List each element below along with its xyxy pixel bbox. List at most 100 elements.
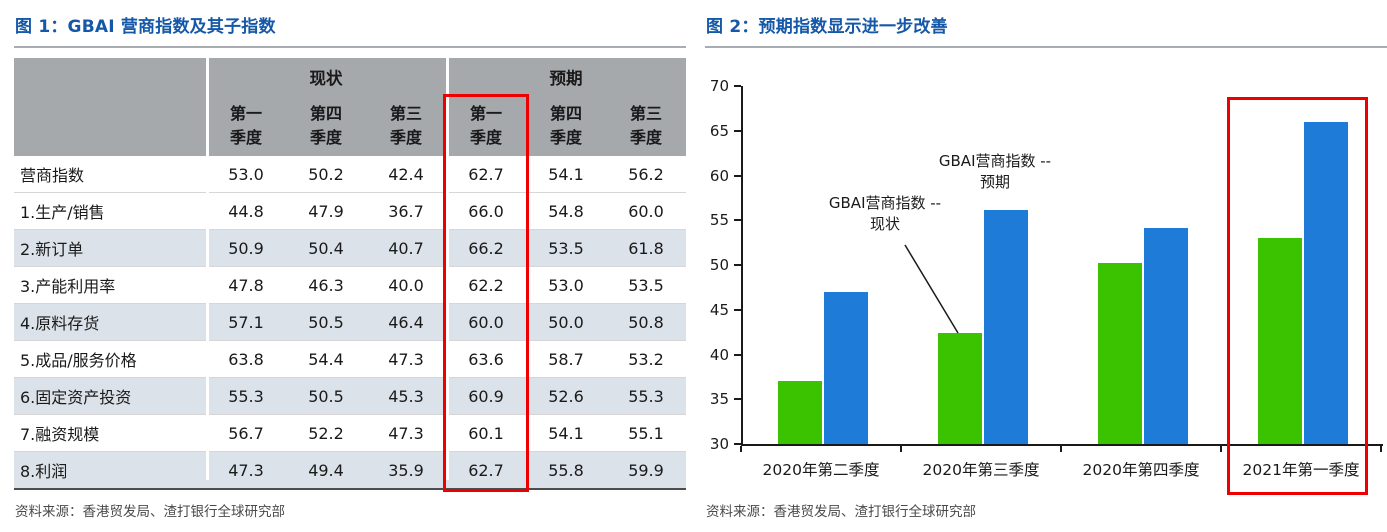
quarter-header-cell: 第四 季度 (286, 96, 366, 156)
row-label: 营商指数 (20, 166, 85, 185)
bar-expected (824, 292, 868, 444)
bar-expected (1304, 122, 1348, 444)
gbai-table-wrap: 现状 预期 第一 季度 第四 季度 第三 季度 第一 季度 第四 季度 第三 季度 营商指… (14, 58, 686, 492)
table-cell: 53.2 (628, 349, 664, 369)
x-axis-category-label: 2020年第二季度 (762, 461, 880, 479)
table-cell: 47.9 (308, 201, 344, 221)
row-label: 1.生产/销售 (20, 203, 105, 222)
row-label: 8.利润 (20, 462, 68, 481)
x-axis-tick-mark (740, 446, 742, 452)
table-cell: 58.7 (548, 349, 584, 369)
y-axis-tick-mark (734, 219, 741, 222)
figure-2-title: 图 2：预期指数显示进一步改善 (705, 12, 1387, 48)
annotation-expected-series: GBAI营商指数 -- 预期 (938, 152, 1052, 191)
table-cell: 50.0 (548, 312, 584, 332)
table-cell: 53.5 (548, 238, 584, 258)
table-row: 4.原料存货 57.1 50.5 46.4 60.0 50.0 50.8 (14, 303, 686, 341)
row-label: 4.原料存货 (20, 314, 100, 333)
table-cell: 62.2 (468, 275, 504, 295)
table-cell: 52.2 (308, 423, 344, 443)
table-cell: 60.1 (468, 423, 504, 443)
y-axis-tick-label: 35 (709, 390, 729, 409)
table-cell: 50.8 (628, 312, 664, 332)
table-row: 6.固定资产投资 55.3 50.5 45.3 60.9 52.6 55.3 (14, 377, 686, 415)
x-axis-tick-mark (1060, 446, 1062, 452)
y-axis-tick-label: 65 (709, 121, 729, 140)
y-axis-tick-mark (734, 353, 741, 356)
figure-2-panel: 图 2：预期指数显示进一步改善 30 35 40 45 50 55 60 65 70 2020年… (705, 6, 1387, 526)
y-axis-tick-label: 40 (709, 345, 729, 364)
bar-group (1223, 86, 1383, 444)
quarter-header-cell: 第三 季度 (606, 96, 686, 156)
table-cell: 59.9 (628, 460, 664, 480)
table-cell: 54.1 (548, 164, 584, 184)
table-cell: 50.5 (308, 386, 344, 406)
corner-cell (14, 58, 206, 96)
quarter-header-cell: 第一 季度 (206, 96, 286, 156)
bar-expected (984, 210, 1028, 444)
y-axis-tick-label: 70 (709, 77, 729, 95)
column-separator (206, 58, 209, 480)
group-header-current: 现状 (206, 58, 446, 96)
row-label: 2.新订单 (20, 240, 84, 259)
gbai-index-table: 现状 预期 第一 季度 第四 季度 第三 季度 第一 季度 第四 季度 第三 季度 营商指… (14, 58, 686, 490)
table-cell: 46.4 (388, 312, 424, 332)
row-label: 7.融资规模 (20, 425, 100, 444)
bar-current (778, 381, 822, 444)
y-axis-tick-label: 55 (709, 211, 729, 230)
bar-group (1063, 86, 1223, 444)
table-quarter-header-row: 第一 季度 第四 季度 第三 季度 第一 季度 第四 季度 第三 季度 (14, 96, 686, 156)
table-cell: 56.2 (628, 164, 664, 184)
y-axis-tick-mark (734, 398, 741, 401)
table-cell: 63.8 (228, 349, 264, 369)
table-cell: 60.9 (468, 386, 504, 406)
table-cell: 45.3 (388, 386, 424, 406)
table-cell: 47.3 (228, 460, 264, 480)
x-axis-tick-mark (1380, 446, 1382, 452)
table-cell: 50.5 (308, 312, 344, 332)
table-cell: 47.8 (228, 275, 264, 295)
table-cell: 60.0 (468, 312, 504, 332)
figure-1-source: 资料来源：香港贸发局、渣打银行全球研究部 (15, 504, 285, 520)
table-cell: 61.8 (628, 238, 664, 258)
table-cell: 56.7 (228, 423, 264, 443)
table-cell: 53.5 (628, 275, 664, 295)
table-cell: 66.2 (468, 238, 504, 258)
table-row: 3.产能利用率 47.8 46.3 40.0 62.2 53.0 53.5 (14, 266, 686, 304)
table-row: 8.利润 47.3 49.4 35.9 62.7 55.8 59.9 (14, 451, 686, 489)
plot-area (741, 86, 1383, 446)
table-cell: 47.3 (388, 349, 424, 369)
table-row: 营商指数 53.0 50.2 42.4 62.7 54.1 56.2 (14, 156, 686, 193)
table-cell: 54.1 (548, 423, 584, 443)
table-cell: 35.9 (388, 460, 424, 480)
table-cell: 62.7 (468, 164, 504, 184)
figure-1-title: 图 1：GBAI 营商指数及其子指数 (14, 12, 686, 48)
y-axis-tick-mark (734, 174, 741, 177)
table-cell: 54.8 (548, 201, 584, 221)
table-cell: 55.3 (228, 386, 264, 406)
bar-expected (1144, 228, 1188, 444)
table-row: 5.成品/服务价格 63.8 54.4 47.3 63.6 58.7 53.2 (14, 340, 686, 378)
table-row: 2.新订单 50.9 50.4 40.7 66.2 53.5 61.8 (14, 229, 686, 267)
table-cell: 46.3 (308, 275, 344, 295)
row-label: 6.固定资产投资 (20, 388, 132, 407)
table-cell: 63.6 (468, 349, 504, 369)
x-axis-labels: 2020年第二季度 2020年第三季度 2020年第四季度 2021年第一季度 (741, 458, 1381, 480)
table-cell: 52.6 (548, 386, 584, 406)
table-row: 7.融资规模 56.7 52.2 47.3 60.1 54.1 55.1 (14, 414, 686, 452)
bar-group (903, 86, 1063, 444)
y-axis: 30 35 40 45 50 55 60 65 70 (705, 76, 741, 454)
quarter-header-cell: 第三 季度 (366, 96, 446, 156)
y-axis-tick-label: 60 (709, 166, 729, 185)
table-cell: 57.1 (228, 312, 264, 332)
table-cell: 50.9 (228, 238, 264, 258)
quarter-header-cell: 第一 季度 (446, 96, 526, 156)
bar-current (938, 333, 982, 444)
x-axis-category-label: 2020年第三季度 (922, 461, 1040, 479)
table-cell: 60.0 (628, 201, 664, 221)
corner-cell (14, 96, 206, 156)
bar-current (1258, 238, 1302, 444)
row-label: 3.产能利用率 (20, 277, 116, 296)
y-axis-tick-mark (734, 443, 741, 445)
